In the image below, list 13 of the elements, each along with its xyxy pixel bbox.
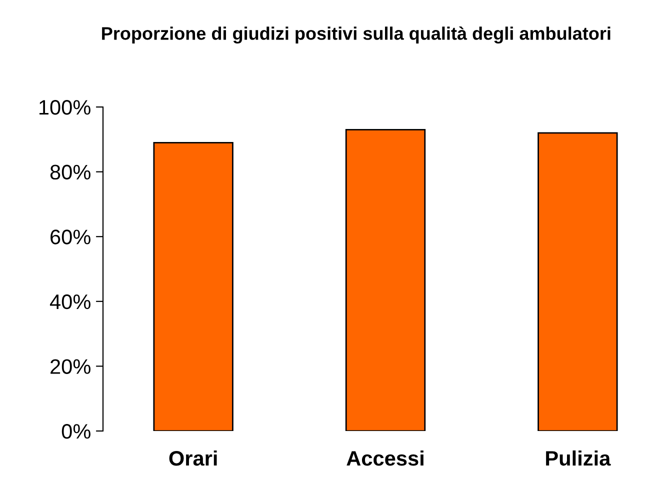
x-tick-label: Orari: [169, 450, 217, 466]
bar: [345, 128, 426, 431]
chart-title: Proporzione di giudizi positivi sulla qualità degli ambulatori: [102, 26, 610, 44]
y-tick-label: 80%: [50, 164, 90, 180]
y-tick-label: 40%: [50, 294, 90, 310]
y-tick-label: 0%: [62, 424, 90, 439]
x-tick-label: Accessi: [346, 450, 424, 466]
y-tick-label: 20%: [50, 359, 90, 374]
bar: [538, 132, 618, 431]
bar: [153, 142, 234, 431]
x-tick-label: Pulizia: [546, 450, 611, 466]
y-tick-label: 100%: [40, 100, 90, 115]
y-tick-label: 60%: [50, 230, 90, 244]
